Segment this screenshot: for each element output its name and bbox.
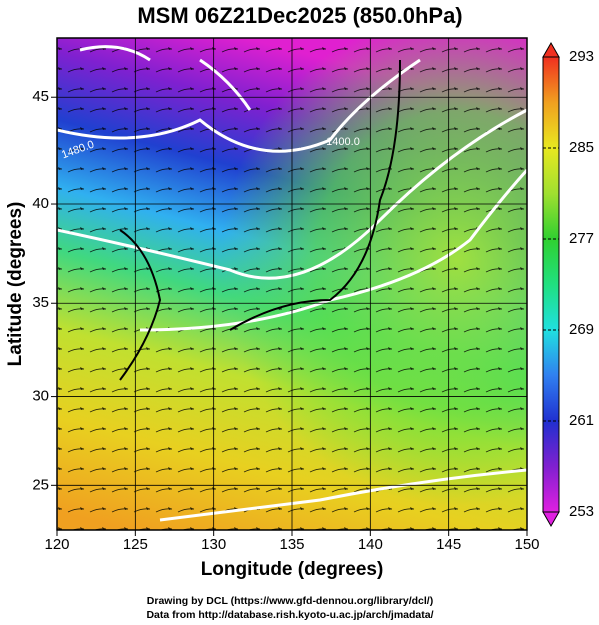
x-tick-label: 125 [123,536,148,553]
x-tick-label: 120 [44,536,69,553]
x-axis-label: Longitude (degrees) [201,559,384,580]
colorbar-tick-label: 253 [569,503,594,520]
x-tick-label: 140 [358,536,383,553]
footer: Data from http://database.rish.kyoto-u.a… [146,609,433,621]
x-tick-label: 150 [514,536,539,553]
x-tick-label: 130 [201,536,226,553]
x-tick-label: 135 [279,536,304,553]
x-tick-label: 145 [436,536,461,553]
colorbar-tick-label: 293 [569,48,594,65]
y-tick-label: 30 [32,388,49,405]
colorbar-extend [542,511,560,528]
colorbar-tick-label: 261 [569,412,594,429]
y-axis-label: Latitude (degrees) [5,202,26,367]
y-tick-label: 25 [32,476,49,493]
y-tick-label: 45 [32,88,49,105]
contour-label: 1400.0 [326,136,360,148]
footer: Drawing by DCL (https://www.gfd-dennou.o… [147,595,433,607]
colorbar-tick-label: 285 [569,139,594,156]
colorbar-extend [542,41,560,58]
colorbar-tick-label: 269 [569,321,594,338]
chart-title: MSM 06Z21Dec2025 (850.0hPa) [137,3,462,28]
y-tick-label: 40 [32,195,49,212]
colorbar-tick-label: 277 [569,230,594,247]
y-tick-label: 35 [32,294,49,311]
colorbar [542,56,560,513]
